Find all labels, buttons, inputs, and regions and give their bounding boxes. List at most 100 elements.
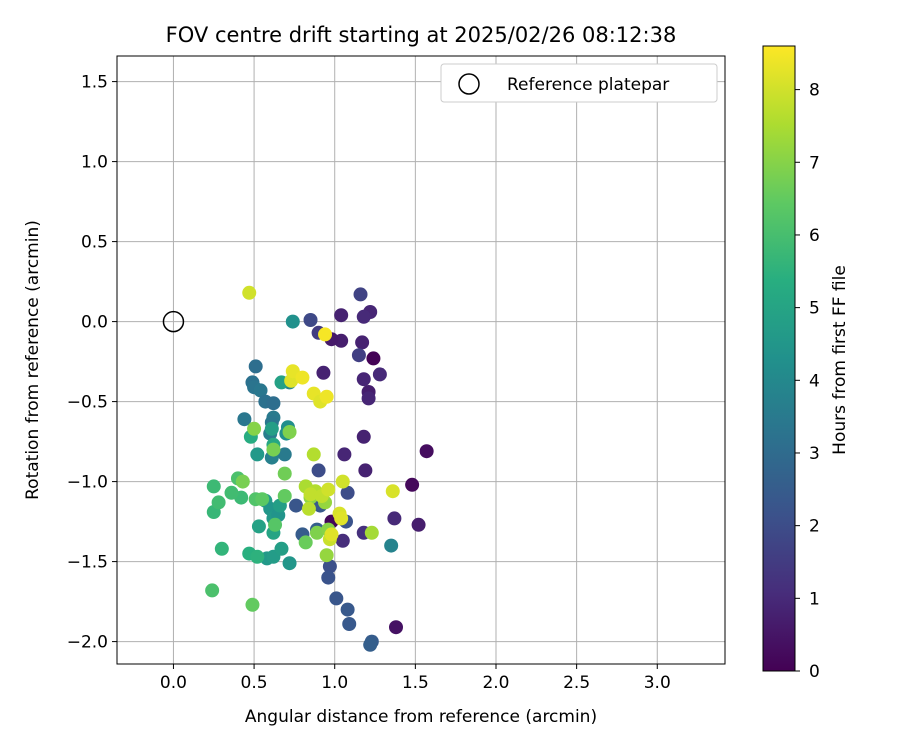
data-point bbox=[253, 383, 268, 398]
data-point bbox=[361, 391, 376, 406]
legend-box bbox=[440, 63, 718, 103]
data-point bbox=[255, 492, 270, 507]
y-tick-label: −1.5 bbox=[67, 553, 108, 573]
colorbar-tick-label: 7 bbox=[809, 153, 820, 173]
y-tick-label: 0.0 bbox=[81, 313, 108, 333]
data-point bbox=[295, 370, 310, 385]
data-point bbox=[321, 570, 336, 585]
colorbar-tick-label: 3 bbox=[809, 444, 820, 464]
data-point bbox=[337, 447, 352, 462]
data-point bbox=[277, 466, 292, 481]
data-point bbox=[206, 479, 221, 494]
data-point bbox=[205, 583, 220, 598]
data-point bbox=[277, 489, 292, 503]
plot-frame bbox=[116, 55, 726, 665]
y-tick-label: −1.0 bbox=[67, 473, 108, 493]
colorbar bbox=[762, 45, 796, 672]
data-point bbox=[282, 556, 297, 571]
data-point bbox=[303, 487, 318, 502]
data-point bbox=[247, 421, 262, 436]
data-point bbox=[351, 348, 366, 363]
data-point bbox=[355, 335, 370, 350]
y-tick-label: −2.0 bbox=[67, 633, 108, 653]
data-point bbox=[335, 533, 350, 548]
data-point bbox=[250, 447, 265, 462]
x-tick-label: 2.0 bbox=[482, 673, 509, 693]
data-point bbox=[298, 535, 313, 550]
data-point bbox=[316, 365, 331, 380]
data-point bbox=[411, 517, 426, 532]
data-point bbox=[366, 351, 381, 366]
data-point bbox=[237, 412, 252, 427]
data-point bbox=[356, 429, 371, 444]
data-point bbox=[405, 477, 420, 492]
data-point bbox=[309, 525, 324, 540]
y-axis-ticks: 1.5 1.0 0.5 0.0 −0.5 −1.0 −1.5 −2.0 bbox=[67, 73, 117, 653]
chart-title: FOV centre drift starting at 2025/02/26 … bbox=[166, 23, 677, 47]
data-point bbox=[340, 485, 355, 500]
grid-lines bbox=[117, 56, 725, 664]
data-point bbox=[250, 549, 265, 564]
colorbar-label: Hours from first FF file bbox=[830, 265, 850, 455]
data-point bbox=[356, 309, 371, 324]
data-point bbox=[363, 637, 378, 652]
x-tick-label: 0.0 bbox=[160, 673, 187, 693]
data-point bbox=[385, 484, 400, 499]
data-point bbox=[235, 474, 250, 489]
data-point bbox=[384, 538, 399, 553]
y-tick-label: 1.5 bbox=[81, 73, 108, 93]
x-tick-label: 1.5 bbox=[402, 673, 429, 693]
data-point bbox=[318, 327, 333, 342]
data-point bbox=[322, 559, 337, 574]
data-point bbox=[342, 617, 357, 631]
data-point bbox=[319, 548, 334, 563]
y-tick-label: 1.0 bbox=[81, 153, 108, 173]
data-point bbox=[303, 313, 318, 327]
data-point bbox=[334, 511, 349, 526]
reference-platepar-marker bbox=[162, 310, 185, 333]
data-point bbox=[389, 620, 404, 635]
x-axis-label: Angular distance from reference (arcmin) bbox=[245, 707, 597, 727]
data-point bbox=[211, 495, 226, 510]
data-point bbox=[224, 485, 239, 500]
data-point bbox=[353, 287, 368, 302]
data-point bbox=[242, 285, 257, 300]
colorbar-tick-label: 8 bbox=[809, 81, 820, 101]
data-point bbox=[277, 447, 292, 462]
y-axis-label: Rotation from reference (arcmin) bbox=[23, 220, 43, 500]
data-point bbox=[289, 498, 304, 513]
data-point bbox=[372, 367, 387, 382]
data-point bbox=[214, 541, 229, 556]
data-point bbox=[282, 425, 297, 439]
colorbar-tick-label: 6 bbox=[809, 226, 820, 246]
data-point bbox=[311, 463, 326, 478]
data-point bbox=[324, 527, 339, 542]
data-point bbox=[264, 421, 279, 436]
data-point bbox=[251, 519, 266, 534]
y-tick-label: 0.5 bbox=[81, 233, 108, 253]
colorbar-tick-label: 2 bbox=[809, 517, 820, 537]
x-tick-label: 3.0 bbox=[644, 673, 671, 693]
data-point bbox=[419, 444, 434, 459]
data-point bbox=[268, 517, 283, 532]
data-point bbox=[364, 525, 379, 540]
data-point bbox=[335, 474, 350, 489]
legend-label: Reference platepar bbox=[507, 75, 669, 95]
data-points bbox=[205, 285, 434, 652]
data-point bbox=[301, 501, 316, 516]
data-point bbox=[356, 372, 371, 387]
x-tick-label: 0.5 bbox=[241, 673, 268, 693]
data-point bbox=[266, 442, 281, 457]
data-point bbox=[358, 463, 373, 478]
y-tick-label: −0.5 bbox=[67, 393, 108, 413]
colorbar-tick-label: 4 bbox=[809, 371, 820, 391]
data-point bbox=[285, 314, 300, 329]
colorbar-tick-label: 1 bbox=[809, 589, 820, 609]
data-point bbox=[334, 308, 349, 323]
data-point bbox=[387, 511, 402, 526]
data-point bbox=[245, 597, 260, 612]
legend-marker-icon bbox=[458, 73, 480, 95]
legend: Reference platepar bbox=[440, 63, 718, 103]
colorbar-tick-label: 5 bbox=[809, 299, 820, 319]
x-tick-label: 2.5 bbox=[563, 673, 590, 693]
